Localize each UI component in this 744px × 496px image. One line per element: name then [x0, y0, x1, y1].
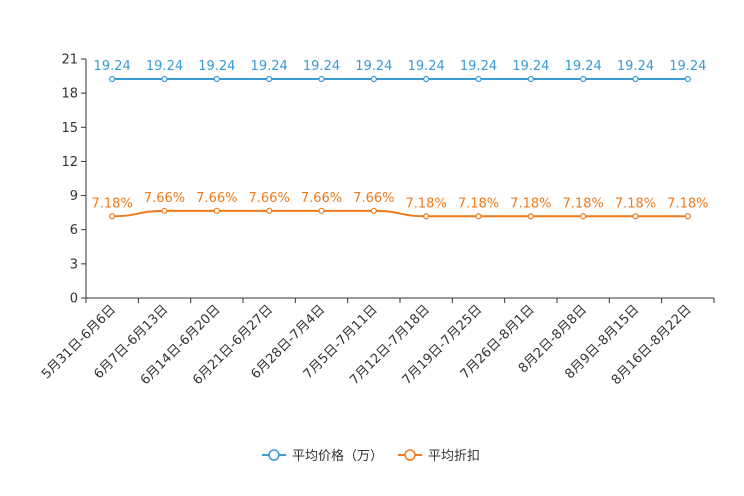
series-1: 19.24 19.24 19.24 19.24 19.24 19.24 19.24 19.24… — [94, 59, 706, 83]
data-point[interactable] — [527, 213, 534, 220]
data-label: 7.66% — [301, 191, 342, 206]
y-tick-label: 18 — [61, 87, 78, 102]
data-point[interactable] — [161, 207, 168, 214]
data-label: 7.18% — [667, 196, 708, 211]
legend-marker-icon — [404, 449, 416, 461]
data-label: 19.24 — [512, 59, 549, 74]
data-point[interactable] — [318, 75, 325, 83]
y-tick-label: 21 — [61, 53, 78, 68]
legend-marker-icon — [268, 449, 280, 461]
y-tick-label: 0 — [70, 292, 78, 307]
data-label: 19.24 — [146, 59, 183, 74]
y-tick-label: 6 — [70, 223, 78, 238]
data-label: 19.24 — [355, 59, 392, 74]
data-point[interactable] — [684, 213, 691, 220]
data-point[interactable] — [632, 75, 639, 83]
y-tick-label: 9 — [70, 189, 78, 204]
legend-label: 平均价格（万） — [292, 448, 383, 464]
data-label: 7.18% — [510, 196, 551, 211]
legend-item-1[interactable]: 平均价格（万） — [262, 448, 383, 464]
data-label: 7.18% — [458, 196, 499, 211]
series-line — [112, 209, 688, 218]
data-label: 7.18% — [563, 196, 604, 211]
data-point[interactable] — [632, 213, 639, 220]
data-label: 7.66% — [196, 191, 237, 206]
y-tick-label: 15 — [61, 121, 78, 136]
data-point[interactable] — [527, 75, 534, 83]
data-label: 19.24 — [669, 59, 706, 74]
data-point[interactable] — [109, 213, 116, 220]
data-label: 19.24 — [460, 59, 497, 74]
data-point[interactable] — [370, 207, 377, 214]
y-tick-label: 3 — [70, 257, 78, 272]
data-point[interactable] — [423, 213, 430, 220]
data-label: 7.18% — [406, 196, 447, 211]
series-layer: 19.24 19.24 19.24 19.24 19.24 19.24 19.24 19.24… — [92, 59, 708, 220]
data-point[interactable] — [370, 75, 377, 83]
data-label: 19.24 — [198, 59, 235, 74]
data-point[interactable] — [580, 213, 587, 220]
data-label: 7.18% — [92, 196, 133, 211]
legend-label: 平均折扣 — [428, 449, 480, 464]
data-label: 7.66% — [144, 191, 185, 206]
data-label: 19.24 — [94, 59, 131, 74]
data-point[interactable] — [109, 75, 116, 83]
data-label: 19.24 — [303, 59, 340, 74]
data-label: 7.66% — [249, 191, 290, 206]
data-point[interactable] — [423, 75, 430, 83]
x-axis: 5月31日-6月6日6月7日-6月13日6月14日-6月20日6月21日-6月2… — [39, 297, 715, 388]
data-label: 19.24 — [565, 59, 602, 74]
data-label: 7.66% — [353, 191, 394, 206]
data-label: 7.18% — [615, 196, 656, 211]
data-point[interactable] — [580, 75, 587, 83]
y-tick-label: 12 — [61, 155, 78, 170]
data-label: 19.24 — [251, 59, 288, 74]
data-point[interactable] — [266, 75, 273, 83]
data-label: 19.24 — [408, 59, 445, 74]
data-point[interactable] — [684, 75, 691, 83]
data-point[interactable] — [161, 75, 168, 83]
data-point[interactable] — [318, 207, 325, 214]
legend-item-2[interactable]: 平均折扣 — [398, 449, 480, 464]
data-point[interactable] — [475, 213, 482, 220]
data-point[interactable] — [213, 207, 220, 214]
data-point[interactable] — [213, 75, 220, 83]
y-axis: 0 3 6 9 12 15 18 21 — [61, 53, 87, 307]
series-2: 7.18% 7.66% 7.66% 7.66% 7.66% 7.66% 7.18% 7.18%… — [92, 191, 708, 220]
data-point[interactable] — [475, 75, 482, 83]
legend[interactable]: 平均价格（万） 平均折扣 — [262, 448, 480, 464]
data-label: 19.24 — [617, 59, 654, 74]
data-point[interactable] — [266, 207, 273, 214]
